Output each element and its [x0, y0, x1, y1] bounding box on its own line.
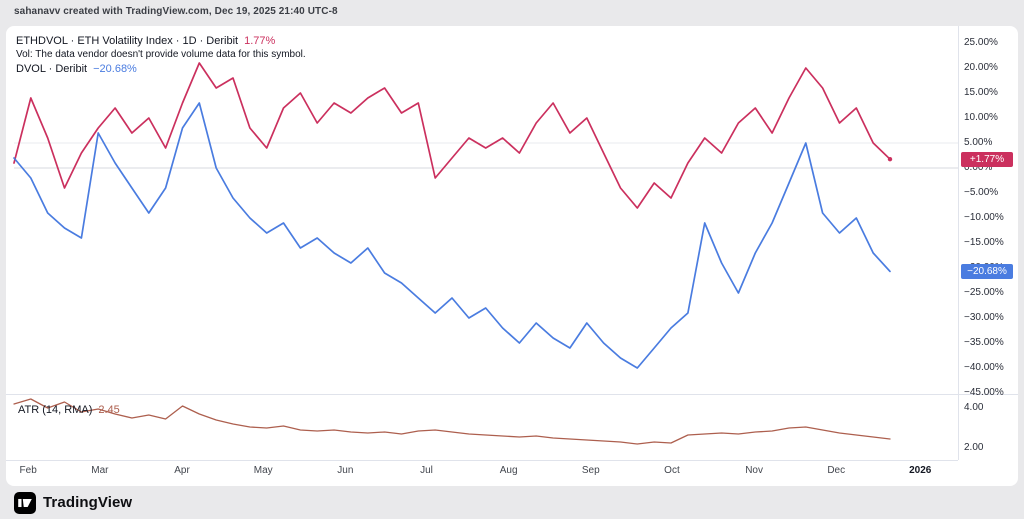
price-tick-label: 10.00% — [964, 112, 998, 123]
price-tick-label: −30.00% — [964, 312, 1004, 323]
attribution-text: sahanavv created with TradingView.com, D… — [14, 6, 338, 17]
atr-value: 2.45 — [98, 404, 120, 416]
price-tick-label: −5.00% — [964, 187, 999, 198]
time-tick-oct: Oct — [664, 465, 680, 476]
price-tick-label: −15.00% — [964, 237, 1004, 248]
volume-note: Vol: The data vendor doesn't provide vol… — [16, 49, 306, 60]
price-tick-label: 20.00% — [964, 62, 998, 73]
symbol-title: ETHDVOL · ETH Volatility Index · 1D · De… — [16, 35, 239, 47]
ethdvol-line — [13, 62, 891, 209]
time-axis-line — [6, 460, 958, 461]
legend-symbol-row[interactable]: ETHDVOL · ETH Volatility Index · 1D · De… — [16, 34, 306, 48]
price-tick-label: 15.00% — [964, 87, 998, 98]
price-scale-separator — [958, 26, 959, 460]
price-tick-label: −35.00% — [964, 337, 1004, 348]
time-tick-aug: Aug — [499, 465, 518, 476]
chart-card: ETHDVOL · ETH Volatility Index · 1D · De… — [6, 26, 1018, 486]
atr-chart-pane[interactable] — [13, 396, 958, 458]
atr-legend-row[interactable]: ATR (14, RMA) 2.45 — [18, 400, 120, 418]
price-tick-label: −45.00% — [964, 387, 1004, 398]
price-tick-label: 0.00% — [964, 162, 993, 173]
price-tick-label: −10.00% — [964, 212, 1004, 223]
tradingview-wordmark[interactable]: TradingView — [43, 494, 133, 511]
price-tick-label: 2.00 — [964, 442, 984, 453]
time-tick-may: May — [253, 465, 273, 476]
footer: TradingView — [14, 492, 132, 514]
price-tick-label: 25.00% — [964, 37, 998, 48]
ethdvol-price-badge: +1.77% — [961, 151, 1013, 167]
legend-dvol-row[interactable]: DVOL · Deribit −20.68% — [16, 62, 306, 76]
main-legend: ETHDVOL · ETH Volatility Index · 1D · De… — [16, 34, 306, 76]
time-tick-sep: Sep — [581, 465, 600, 476]
pane-separator[interactable] — [6, 394, 1018, 395]
atr-14-rma--line — [13, 398, 891, 445]
time-tick-mar: Mar — [91, 465, 109, 476]
series-end-dot — [887, 157, 893, 162]
time-scale[interactable]: Feb Mar Apr May Jun Jul Aug Sep Oct Nov Dec 2026 — [6, 464, 958, 480]
symbol-change-value: 1.77% — [244, 35, 276, 47]
price-scale[interactable]: 25.00% 20.00% 15.00% 10.00% 5.00% 0.00% −5.00%… — [964, 26, 1018, 486]
price-tick-label: −40.00% — [964, 362, 1004, 373]
time-tick-2026: 2026 — [909, 465, 932, 476]
price-tick-label: 4.00 — [964, 402, 984, 413]
time-tick-nov: Nov — [745, 465, 763, 476]
time-tick-feb: Feb — [19, 465, 37, 476]
dvol-line — [13, 102, 891, 369]
tradingview-logo-icon[interactable] — [14, 492, 36, 514]
time-tick-jun: Jun — [337, 465, 354, 476]
main-chart-pane[interactable] — [13, 34, 958, 394]
time-tick-dec: Dec — [827, 465, 846, 476]
dvol-change-value: −20.68% — [93, 63, 137, 75]
time-tick-jul: Jul — [420, 465, 433, 476]
atr-title: ATR (14, RMA) — [18, 404, 93, 416]
time-tick-apr: Apr — [174, 465, 190, 476]
price-tick-label: −25.00% — [964, 287, 1004, 298]
dvol-title: DVOL · Deribit — [16, 63, 88, 75]
dvol-price-badge: −20.68% — [961, 263, 1013, 279]
price-tick-label: 5.00% — [964, 137, 993, 148]
